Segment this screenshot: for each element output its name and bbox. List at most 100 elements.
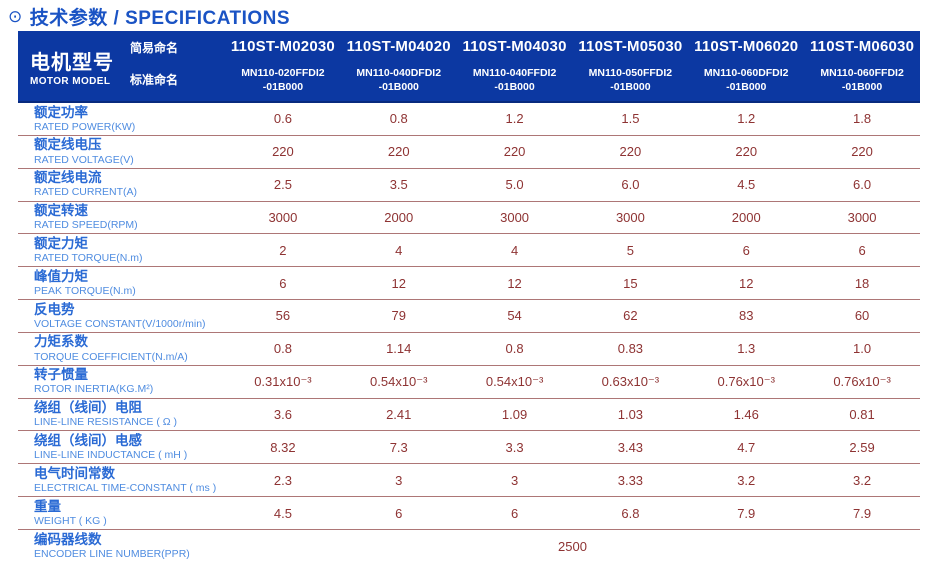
motor-model-label-en: MOTOR MODEL — [30, 75, 111, 87]
value-cell: 220 — [272, 144, 294, 160]
value-cell: 2.3 — [273, 472, 292, 488]
value-cell: 0.81 — [849, 407, 875, 423]
table-row: 重量 WEIGHT ( KG ) 4.5 6 6 6.8 7.9 7.9 — [18, 497, 920, 530]
table-row: 转子惯量 ROTOR INERTIA(KG.M²) 0.31x10⁻³ 0.54x10… — [18, 366, 920, 399]
value-cell: 0.6 — [273, 111, 292, 127]
value-cell: 0.54x10⁻³ — [485, 373, 544, 389]
simple-name-label: 简易命名 — [130, 41, 179, 55]
model-simple-name: 110ST-M02030 — [230, 37, 335, 55]
row-label-en: RATED SPEED(RPM) — [34, 219, 138, 232]
value-cell: 6 — [858, 242, 866, 258]
value-cell: 3000 — [268, 209, 298, 225]
value-cell: 1.5 — [621, 111, 640, 127]
value-cell: 3 — [510, 472, 519, 488]
value-cell: 1.46 — [733, 407, 759, 423]
value-cell: 3.2 — [737, 472, 756, 488]
row-label-cn: 转子惯量 — [34, 367, 88, 383]
model-standard-name: MN110-040FFDI2 -01B000 — [473, 61, 556, 101]
value-cell: 7.9 — [853, 505, 872, 521]
row-label-cn: 电气时间常数 — [34, 465, 115, 481]
row-label: 绕组（线间）电阻 LINE-LINE RESISTANCE ( Ω ) — [18, 400, 225, 429]
value-cell: 56 — [275, 308, 291, 324]
model-simple-name: 110ST-M05030 — [578, 37, 683, 55]
row-label: 额定线电压 RATED VOLTAGE(V) — [18, 137, 225, 166]
row-label-en: LINE-LINE RESISTANCE ( Ω ) — [34, 416, 178, 429]
row-label-en: TORQUE COEFFICIENT(N.m/A) — [34, 350, 188, 363]
model-standard-name-line1: MN110-020FFDI2 — [241, 67, 325, 80]
value-cell: 7.3 — [389, 439, 408, 455]
row-label-en: WEIGHT ( KG ) — [34, 514, 107, 527]
value-cell: 4.7 — [737, 439, 756, 455]
table-row: 力矩系数 TORQUE COEFFICIENT(N.m/A) 0.8 1.14 0.8 0… — [18, 333, 920, 366]
model-standard-name-line2: -01B000 — [841, 81, 883, 93]
value-cell: 6.0 — [621, 177, 640, 193]
value-cell: 62 — [623, 308, 638, 324]
model-standard-name-line1: MN110-040DFDI2 — [356, 67, 442, 80]
value-cell: 220 — [503, 144, 526, 160]
value-cell: 3000 — [500, 209, 530, 225]
row-label-cn: 额定力矩 — [34, 235, 88, 251]
row-label: 额定转速 RATED SPEED(RPM) — [18, 203, 225, 232]
table-row: 反电势 VOLTAGE CONSTANT(V/1000r/min) 56 79 54 62… — [18, 300, 920, 333]
row-label: 编码器线数 ENCODER LINE NUMBER(PPR) — [18, 532, 225, 561]
row-label: 转子惯量 ROTOR INERTIA(KG.M²) — [18, 367, 225, 396]
value-cell: 1.09 — [501, 407, 528, 423]
table-row: 编码器线数 ENCODER LINE NUMBER(PPR) 2500 — [18, 530, 920, 563]
value-cell: 0.8 — [505, 341, 524, 357]
row-label-en: RATED CURRENT(A) — [34, 186, 138, 199]
row-label: 额定力矩 RATED TORQUE(N.m) — [18, 236, 225, 265]
table-row: 额定线电流 RATED CURRENT(A) 2.5 3.5 5.0 6.0 4.5 6.0 — [18, 169, 920, 202]
model-standard-name: MN110-020FFDI2 -01B000 — [241, 61, 324, 101]
model-standard-name-line1: MN110-050FFDI2 — [588, 67, 673, 80]
row-label: 力矩系数 TORQUE COEFFICIENT(N.m/A) — [18, 334, 225, 363]
value-cell: 3000 — [847, 209, 877, 225]
model-standard-name: MN110-040DFDI2 -01B000 — [356, 61, 441, 101]
row-label-cn: 反电势 — [34, 301, 75, 317]
value-cell: 0.8 — [389, 111, 408, 127]
value-cell: 1.2 — [505, 111, 524, 127]
value-cell: 0.76x10⁻³ — [717, 373, 775, 389]
value-cell: 220 — [735, 144, 758, 160]
row-label: 重量 WEIGHT ( KG ) — [18, 499, 225, 528]
value-cell: 4.5 — [737, 177, 756, 193]
value-cell: 6.0 — [853, 177, 872, 193]
value-cell: 12 — [507, 275, 522, 291]
row-label-en: ELECTRICAL TIME-CONSTANT ( ms ) — [34, 482, 217, 494]
value-cell: 2000 — [731, 209, 761, 225]
row-label-en: ROTOR INERTIA(KG.M²) — [34, 383, 154, 396]
column-header: 110ST-M06020 MN110-060DFDI2 -01B000 — [688, 31, 804, 101]
standard-name-label: 标准命名 — [130, 73, 179, 87]
table-body: 额定功率 RATED POWER(KW) 0.6 0.8 1.2 1.5 1.2 1.8 额定线… — [18, 103, 920, 563]
row-label-en: ENCODER LINE NUMBER(PPR) — [34, 548, 190, 561]
row-label-en: RATED TORQUE(N.m) — [34, 252, 143, 265]
row-label-cn: 额定功率 — [34, 104, 88, 120]
table-row: 峰值力矩 PEAK TORQUE(N.m) 6 12 12 15 12 18 — [18, 267, 920, 301]
column-header: 110ST-M04030 MN110-040FFDI2 -01B000 — [457, 31, 573, 101]
row-label: 额定功率 RATED POWER(KW) — [18, 105, 225, 134]
column-header: 110ST-M06030 MN110-060FFDI2 -01B000 — [804, 31, 920, 101]
merged-value-cell: 2500 — [558, 538, 587, 554]
value-cell: 0.63x10⁻³ — [601, 373, 660, 389]
value-cell: 220 — [387, 144, 410, 160]
model-standard-name: MN110-060DFDI2 -01B000 — [704, 61, 789, 101]
row-label-cn: 绕组（线间）电感 — [34, 432, 142, 448]
naming-labels: 简易命名 标准命名 — [114, 31, 178, 101]
column-header: 110ST-M04020 MN110-040DFDI2 -01B000 — [341, 31, 457, 101]
value-cell: 3 — [395, 472, 403, 488]
table-row: 额定转速 RATED SPEED(RPM) 3000 2000 3000 3000 2000… — [18, 202, 920, 235]
row-label-cn: 绕组（线间）电阻 — [34, 400, 142, 416]
value-cell: 3.5 — [389, 177, 408, 193]
value-cell: 3.3 — [505, 439, 524, 455]
value-cell: 1.03 — [617, 407, 644, 423]
model-standard-name-line2: -01B000 — [610, 81, 651, 93]
table-row: 绕组（线间）电阻 LINE-LINE RESISTANCE ( Ω ) 3.6 2.4… — [18, 399, 920, 432]
value-cell: 5.0 — [505, 177, 524, 193]
value-cell: 3000 — [615, 209, 645, 225]
value-cell: 1.0 — [853, 341, 872, 357]
model-standard-name: MN110-050FFDI2 -01B000 — [589, 61, 672, 101]
value-cell: 7.9 — [737, 505, 756, 521]
model-standard-name-line2: -01B000 — [378, 81, 419, 93]
value-cell: 79 — [391, 308, 406, 324]
value-cell: 12 — [738, 275, 754, 291]
value-cell: 0.76x10⁻³ — [833, 373, 891, 389]
